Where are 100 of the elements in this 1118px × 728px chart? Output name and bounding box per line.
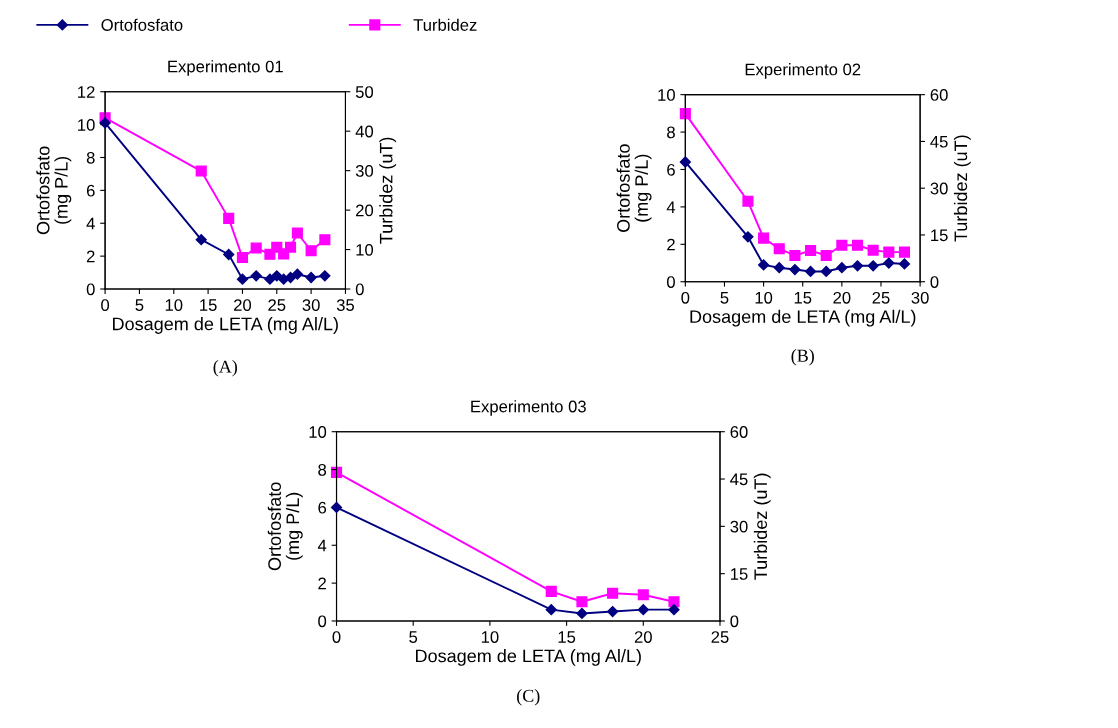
- y-tick-label: 6: [318, 501, 327, 514]
- y2-axis-title: Turbidez (uT): [379, 137, 397, 244]
- point: [195, 234, 207, 246]
- y-tick-label: 0: [666, 276, 675, 288]
- y2-axis-title: Turbidez (uT): [753, 473, 771, 580]
- y-tick-label: 2: [86, 250, 95, 263]
- point: [836, 239, 848, 251]
- x-axis-title: Dosagem de LETA (mg Al/L): [113, 317, 338, 334]
- x-axis-title: Dosagem de LETA (mg Al/L): [690, 309, 916, 327]
- point: [867, 244, 879, 256]
- point: [195, 165, 207, 177]
- point: [250, 270, 262, 282]
- point: [898, 258, 911, 270]
- y2-tick-label: 15: [730, 568, 748, 580]
- point: [742, 195, 754, 207]
- y2-tick-label: 0: [930, 276, 939, 288]
- x-tick-label: 15: [200, 299, 217, 311]
- y-tick-label: 4: [666, 201, 676, 213]
- point: [867, 260, 879, 272]
- point: [305, 271, 317, 284]
- legend-label: Ortofosfato: [101, 18, 183, 31]
- chart-title: Experimento 02: [745, 63, 861, 79]
- y2-axis-title: Turbidez (uT): [953, 135, 971, 242]
- y2-tick-label: 30: [930, 182, 948, 195]
- y-tick-label: 12: [78, 86, 95, 98]
- x-tick-label: 5: [720, 292, 729, 304]
- point: [576, 607, 588, 620]
- chart-title: Experimento 01: [168, 60, 283, 76]
- y2-tick-label: 10: [356, 243, 374, 256]
- y2-tick-label: 50: [355, 86, 374, 98]
- y-tick-label: 2: [667, 238, 675, 251]
- y-tick-label: 0: [318, 615, 327, 628]
- point: [773, 243, 785, 255]
- y2-tick-label: 60: [730, 426, 748, 438]
- point: [319, 270, 331, 282]
- y-tick-label: 10: [658, 89, 675, 101]
- text: (B): [791, 349, 814, 366]
- y-tick-label: 4: [86, 217, 95, 230]
- y2-tick-label: 45: [730, 473, 748, 486]
- point: [330, 501, 343, 514]
- point: [545, 585, 557, 597]
- y-axis-title: Ortofosfato (mg P/L): [616, 144, 652, 232]
- x-tick-label: 30: [302, 299, 320, 311]
- x-tick-label: 25: [872, 291, 890, 304]
- y-tick-label: 8: [667, 126, 675, 139]
- x-tick-label: 35: [336, 299, 355, 311]
- point: [291, 227, 303, 239]
- point: [773, 262, 785, 274]
- y2-tick-label: 30: [730, 520, 748, 533]
- legend-label: Turbidez: [413, 18, 477, 31]
- x-tick-label: 30: [911, 291, 929, 304]
- point: [789, 263, 801, 276]
- x-tick-label: 0: [681, 291, 690, 304]
- point: [851, 260, 864, 272]
- point: [804, 265, 817, 278]
- y-tick-label: 10: [78, 119, 95, 131]
- point: [804, 244, 817, 257]
- point: [236, 251, 249, 264]
- y-tick-label: 6: [86, 184, 95, 197]
- y2-tick-label: 60: [930, 89, 948, 101]
- x-axis-title: Dosagem de LETA (mg Al/L): [416, 649, 641, 666]
- y-tick-label: 8: [318, 463, 327, 476]
- chart-title: Experimento 03: [471, 400, 586, 416]
- y-axis-title: Ortofosfato (mg P/L): [267, 482, 303, 571]
- y-tick-label: 4: [317, 539, 327, 552]
- point: [223, 212, 235, 224]
- x-tick-label: 10: [755, 291, 773, 304]
- point: [637, 604, 649, 616]
- x-tick-label: 25: [268, 299, 286, 311]
- point: [607, 587, 619, 599]
- y2-tick-label: 0: [730, 615, 739, 628]
- point: [898, 246, 911, 258]
- point: [883, 246, 895, 258]
- point: [820, 265, 832, 278]
- point: [851, 239, 864, 251]
- point: [330, 466, 343, 478]
- x-tick-label: 5: [135, 299, 144, 311]
- point: [223, 248, 235, 261]
- y2-tick-label: 15: [931, 229, 948, 242]
- text: (C): [517, 689, 540, 706]
- y-axis-title: Ortofosfato (mg P/L): [36, 146, 72, 235]
- y2-tick-label: 30: [355, 165, 374, 177]
- y-tick-label: 10: [309, 426, 327, 438]
- point: [576, 596, 588, 608]
- x-tick-label: 10: [481, 631, 499, 643]
- point: [99, 117, 111, 129]
- point: [758, 232, 770, 244]
- x-tick-label: 15: [794, 292, 812, 304]
- point: [264, 273, 276, 285]
- point: [820, 249, 832, 262]
- y-tick-label: 2: [318, 577, 326, 590]
- point: [668, 604, 680, 616]
- point: [284, 241, 297, 253]
- y-tick-label: 6: [667, 163, 675, 176]
- x-tick-label: 20: [234, 299, 252, 311]
- x-tick-label: 5: [409, 631, 418, 643]
- y2-tick-label: 0: [355, 283, 364, 296]
- point: [679, 156, 691, 168]
- text: (A): [213, 360, 238, 377]
- x-tick-label: 10: [165, 299, 183, 311]
